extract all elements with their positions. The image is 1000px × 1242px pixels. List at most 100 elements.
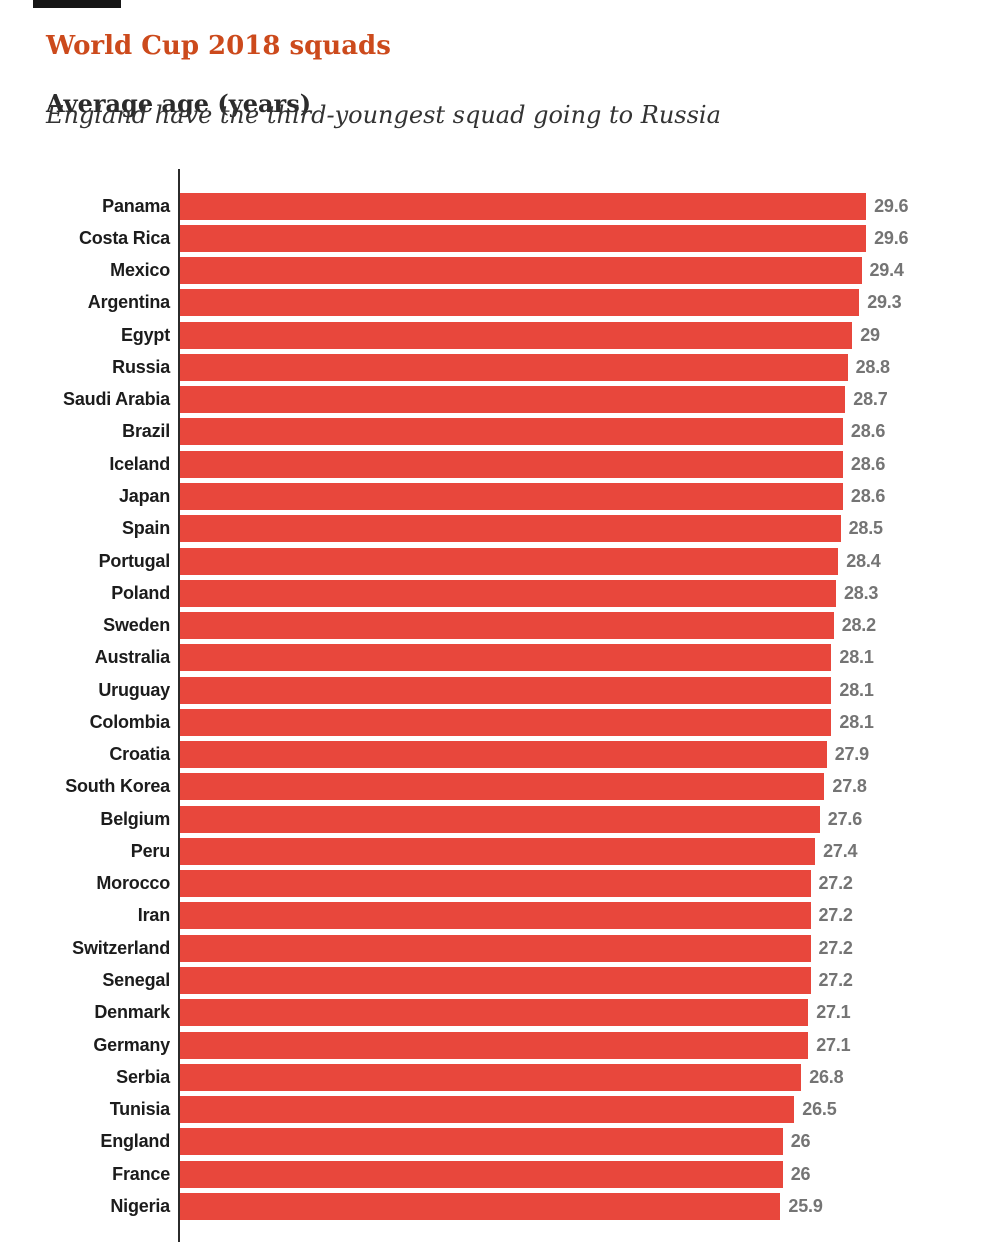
chart-row: France 26	[0, 1158, 908, 1190]
value-label: 28.3	[844, 582, 879, 603]
chart-row: South Korea 27.8	[0, 771, 908, 803]
value-label: 28.1	[839, 679, 874, 700]
chart-row: Croatia 27.9	[0, 739, 908, 771]
chart-row: Colombia 28.1	[0, 706, 908, 738]
country-label: Colombia	[89, 711, 171, 732]
value-label: 27.1	[816, 1034, 851, 1055]
value-label: 28.6	[850, 421, 886, 442]
value-label: 28.1	[839, 711, 874, 732]
age-bar	[180, 1128, 783, 1156]
chart-row: Iran 27.2	[0, 900, 908, 932]
chart-row: Belgium 27.6	[0, 803, 908, 835]
age-bar	[180, 1031, 809, 1059]
chart-row: Morocco 27.2	[0, 868, 908, 900]
value-label: 27.2	[818, 970, 853, 990]
cropped-header-bar	[33, 0, 121, 8]
chart-row: Spain 28.5	[0, 513, 908, 545]
chart-annotation: England have the third-youngest squad go…	[46, 101, 721, 129]
country-label: Iceland	[109, 453, 170, 474]
value-label: 28.6	[850, 486, 886, 507]
age-bar	[180, 837, 816, 865]
age-bar	[180, 805, 820, 833]
country-label: South Korea	[65, 776, 170, 797]
chart-row: Switzerland 27.2	[0, 932, 908, 964]
age-bar	[180, 547, 839, 575]
country-label: Uruguay	[98, 679, 170, 700]
country-label: Egypt	[120, 324, 170, 345]
country-label: Poland	[111, 582, 170, 603]
value-label: 28.2	[841, 615, 876, 636]
country-label: Argentina	[87, 292, 170, 313]
chart-row: Portugal 28.4	[0, 545, 908, 577]
value-label: 29.6	[874, 195, 909, 216]
country-label: Germany	[93, 1034, 170, 1055]
chart-row: Germany 27.1	[0, 1029, 908, 1061]
country-label: Portugal	[98, 550, 171, 571]
chart-row: Iceland 28.6	[0, 448, 908, 480]
age-bar	[180, 418, 843, 446]
y-axis-line	[178, 169, 180, 1242]
country-label: Australia	[94, 647, 170, 668]
chart-row: Japan 28.6	[0, 480, 908, 512]
value-label: 27.6	[827, 808, 863, 829]
age-bar	[180, 515, 841, 543]
age-bar	[180, 289, 860, 317]
country-label: Spain	[121, 518, 170, 539]
chart-row: Saudi Arabia 28.7	[0, 384, 908, 416]
chart-row: Egypt 29	[0, 319, 908, 351]
page-title: World Cup 2018 squads	[46, 31, 391, 62]
age-bar	[180, 579, 836, 607]
age-bar	[180, 773, 825, 801]
country-label: Tunisia	[109, 1099, 170, 1120]
country-label: Denmark	[94, 1002, 170, 1023]
value-label: 27.1	[816, 1002, 851, 1023]
value-label: 27.8	[832, 776, 867, 797]
chart-rows: Panama 29.6 Costa Rica 29.6 Mexico 29.4 Argent…	[0, 190, 909, 1223]
value-label: 27.2	[818, 937, 853, 958]
value-label: 28.1	[839, 647, 874, 668]
value-label: 27.2	[818, 905, 853, 926]
age-bar	[180, 708, 832, 736]
value-label: 29.6	[874, 227, 909, 248]
value-label: 29	[860, 324, 880, 345]
country-label: Brazil	[122, 421, 170, 442]
age-bar	[180, 870, 811, 898]
chart-row: Australia 28.1	[0, 642, 908, 674]
chart-row: Sweden 28.2	[0, 609, 908, 641]
country-label: Nigeria	[110, 1195, 170, 1216]
age-bar	[180, 1063, 802, 1091]
age-bar	[180, 353, 848, 381]
age-bar	[180, 967, 811, 994]
age-bar	[180, 321, 853, 349]
chart-row: Poland 28.3	[0, 577, 908, 609]
country-label: Russia	[112, 356, 170, 377]
value-label: 27.9	[834, 744, 869, 765]
chart-row: Senegal 27.2	[0, 964, 908, 996]
chart-row: Tunisia 26.5	[0, 1093, 908, 1125]
country-label: Belgium	[100, 808, 170, 829]
age-bar	[180, 999, 809, 1027]
country-label: Switzerland	[72, 937, 170, 958]
value-label: 29.4	[869, 260, 904, 281]
value-label: 25.9	[788, 1195, 823, 1216]
age-bar	[180, 612, 834, 640]
value-label: 28.8	[855, 356, 890, 377]
chart-row: Argentina 29.3	[0, 287, 908, 319]
country-label: Panama	[102, 195, 170, 216]
age-bar	[180, 644, 832, 672]
chart-row: Uruguay 28.1	[0, 674, 908, 706]
age-bar	[180, 224, 867, 252]
age-bar	[180, 934, 811, 962]
chart-subtitle: Average age (years)	[46, 88, 312, 118]
value-label: 29.3	[867, 292, 902, 313]
age-bar	[180, 1096, 795, 1124]
country-label: Peru	[130, 840, 170, 861]
value-label: 28.4	[846, 550, 881, 571]
country-label: France	[112, 1163, 170, 1184]
age-bar	[180, 902, 811, 930]
country-label: Morocco	[96, 873, 170, 894]
value-label: 26	[790, 1163, 811, 1184]
country-label: Costa Rica	[78, 227, 170, 248]
chart-row: Mexico 29.4	[0, 255, 908, 287]
country-label: Iran	[137, 905, 170, 926]
